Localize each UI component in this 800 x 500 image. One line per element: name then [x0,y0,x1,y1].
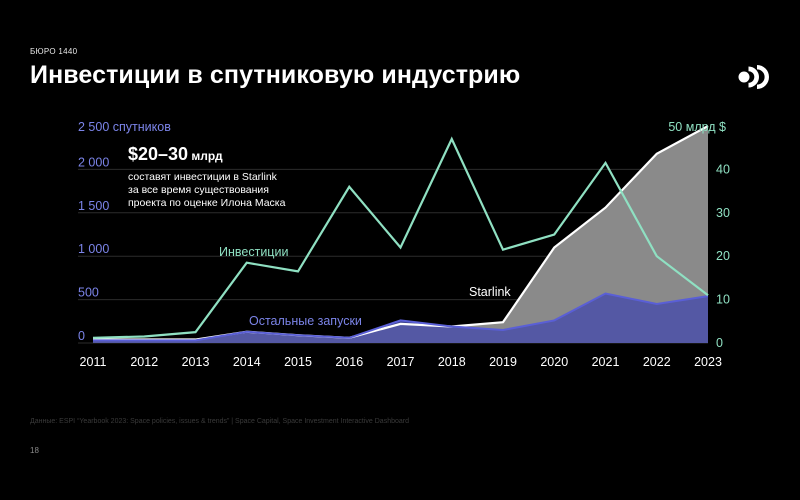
annotation-line: проекта по оценке Илона Маска [128,197,286,209]
investment-line [92,136,709,339]
right-tick-label: 30 [716,206,730,220]
other-launches-line [93,292,709,342]
chart-lines [92,125,709,342]
x-tick-label: 2021 [592,355,620,369]
x-tick-label: 2017 [387,355,415,369]
left-tick-label: 0 [78,329,85,343]
x-tick-label: 2019 [489,355,517,369]
x-tick-label: 2016 [335,355,363,369]
left-tick-label: 2 000 [78,155,109,169]
right-axis-label: 50 млрд $ [668,120,726,134]
brand-label: БЮРО 1440 [30,47,78,56]
left-axis-label: 2 500 спутников [78,120,171,134]
x-tick-label: 2022 [643,355,671,369]
x-tick-label: 2023 [694,355,722,369]
investment-series-label: Инвестиции [219,245,288,259]
bureau-1440-logo-icon [738,65,769,89]
x-tick-label: 2013 [182,355,210,369]
x-tick-label: 2015 [284,355,312,369]
other-launches-area [93,293,708,343]
right-tick-label: 0 [716,336,723,350]
source-note: Данные: ESPI “Yearbook 2023: Space polic… [30,418,409,425]
x-tick-label: 2018 [438,355,466,369]
x-tick-label: 2011 [80,355,107,369]
x-tick-label: 2012 [130,355,158,369]
x-tick-label: 2014 [233,355,261,369]
page-title: Инвестиции в спутниковую индустрию [30,61,521,89]
x-tick-label: 2020 [540,355,568,369]
starlink-area [93,126,708,343]
starlink-series-label: Starlink [469,285,511,299]
chart-labels: Инвестиции Остальные запуски Starlink $20–3… [128,144,511,328]
left-tick-label: 1 500 [78,199,109,213]
chart-areas [93,126,708,343]
chart-axes: 0 500 1 000 1 500 2 000 2 500 спутников 0 10 20 3… [78,120,730,369]
annotation-line: за все время существования [128,184,269,196]
left-tick-label: 1 000 [78,242,109,256]
right-tick-label: 20 [716,249,730,263]
other-launches-series-label: Остальные запуски [249,314,362,328]
page-number: 18 [30,446,39,455]
annotation-line: составят инвестиции в Starlink [128,171,278,183]
annotation-headline: $20–30 млрд [128,144,223,164]
right-tick-label: 40 [716,162,730,176]
right-tick-label: 10 [716,293,730,307]
left-tick-label: 500 [78,286,99,300]
